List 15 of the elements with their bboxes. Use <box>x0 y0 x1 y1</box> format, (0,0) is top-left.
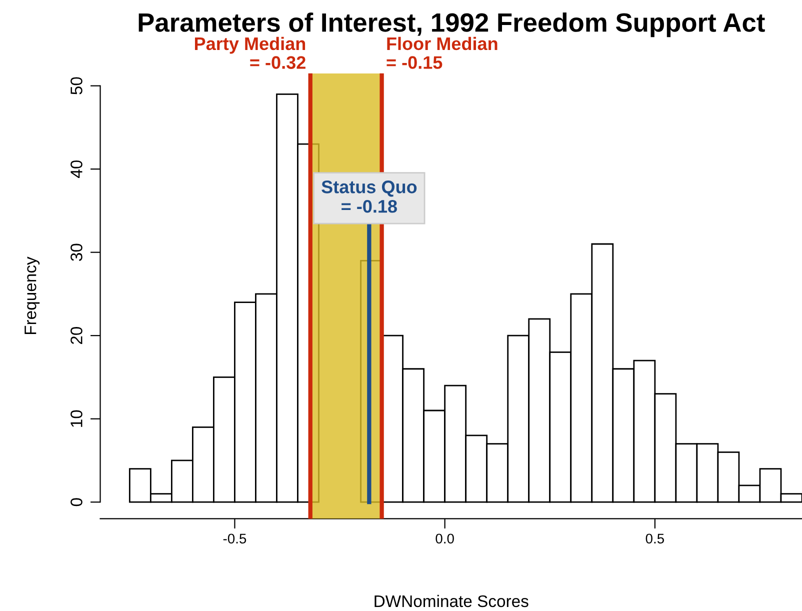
y-tick-label: 50 <box>70 77 82 94</box>
y-axis-title: Frequency <box>24 256 40 334</box>
ref-line-label: Floor Median = -0.15 <box>386 36 498 69</box>
y-tick-label: 30 <box>70 244 82 261</box>
y-tick-label: 20 <box>70 326 82 344</box>
chart-title: Parameters of Interest, 1992 Freedom Support Act <box>138 12 765 38</box>
y-tick-label: 0 <box>70 498 82 506</box>
ref-line-label: Status Quo = -0.18 <box>322 180 417 213</box>
x-tick-label: 0.0 <box>436 534 454 544</box>
x-tick-label: -0.5 <box>223 534 246 544</box>
x-axis-title: DWNominate Scores <box>374 594 528 608</box>
x-tick-label: 0.5 <box>646 534 664 544</box>
y-tick-label: 40 <box>70 160 82 178</box>
y-tick-label: 10 <box>70 410 82 427</box>
ref-line-label: Party Median = -0.32 <box>194 36 306 69</box>
